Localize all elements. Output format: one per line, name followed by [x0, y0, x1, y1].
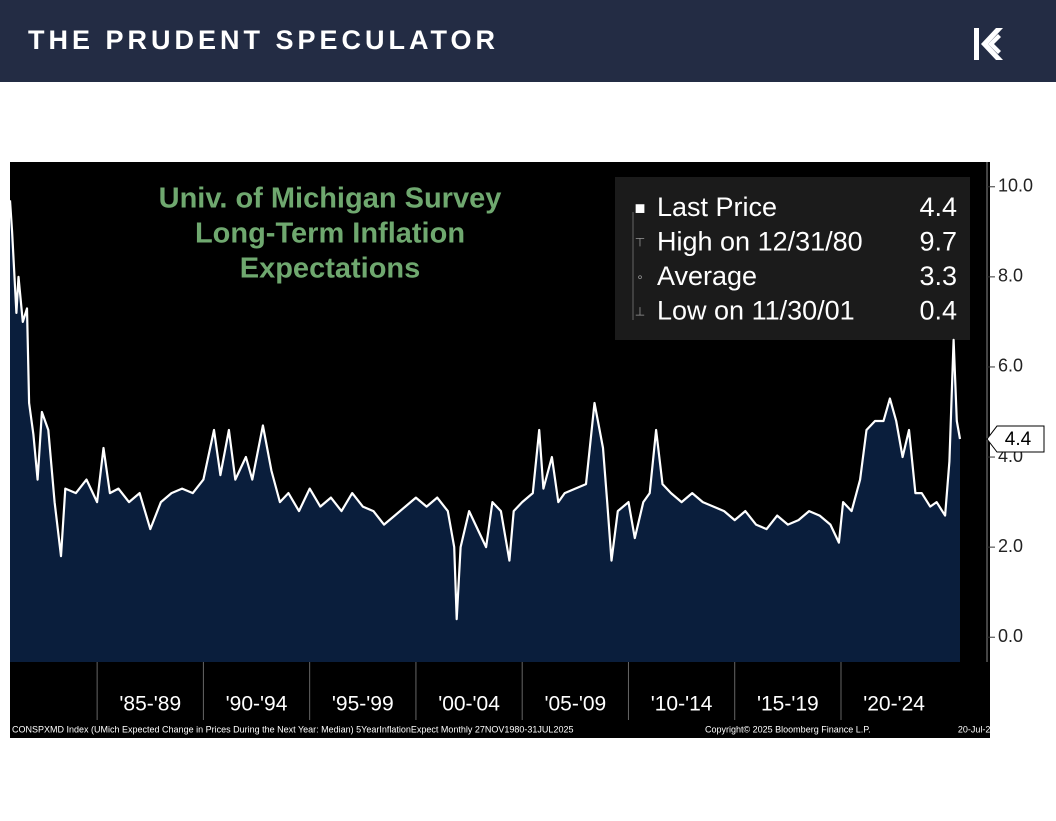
x-tick-label: '00-'04: [438, 693, 500, 716]
y-tick-label: 2.0: [998, 536, 1023, 556]
legend-box: [615, 177, 970, 340]
legend-value: 0.4: [919, 296, 957, 326]
legend-label: Average: [657, 261, 757, 291]
logo: [974, 28, 1003, 60]
legend-icon: ⊥: [635, 305, 645, 319]
legend-icon: ■: [635, 198, 646, 218]
footnote: Copyright© 2025 Bloomberg Finance L.P.: [705, 724, 871, 734]
y-tick-label: 0.0: [998, 626, 1023, 646]
legend-label: Low on 11/30/01: [657, 296, 855, 326]
legend-icon: ⊤: [635, 236, 645, 250]
axis-background: [990, 162, 1046, 662]
footnote: 20-Jul-2025 12:25:38: [958, 724, 1043, 734]
x-tick-label: '05-'09: [544, 693, 606, 716]
legend-label: High on 12/31/80: [657, 227, 863, 257]
header-bar: [0, 0, 1056, 82]
y-tick-label: 6.0: [998, 356, 1023, 376]
area-fill: [10, 200, 960, 663]
legend-value: 3.3: [919, 261, 957, 291]
x-tick-label: '95-'99: [332, 693, 394, 716]
y-tick-label: 10.0: [998, 176, 1033, 196]
last-value-tag: [986, 425, 1045, 453]
line: [8, 200, 962, 621]
chart-title: Long-Term Inflation: [195, 218, 465, 250]
header-title: THE PRUDENT SPECULATOR: [28, 25, 499, 55]
last-value-label: 4.4: [1005, 429, 1032, 450]
legend-value: 9.7: [919, 227, 957, 257]
legend-label: Last Price: [657, 192, 777, 222]
x-tick-label: '20-'24: [863, 693, 925, 716]
legend-value: 4.4: [919, 192, 957, 222]
footnote: CONSPXMD Index (UMich Expected Change in…: [12, 724, 573, 734]
x-tick-label: '90-'94: [226, 693, 288, 716]
legend-icon: ∘: [636, 270, 644, 284]
y-tick-label: 8.0: [998, 266, 1023, 286]
x-tick-label: '10-'14: [651, 693, 713, 716]
x-tick-label: '85-'89: [119, 693, 181, 716]
chart-title: Expectations: [240, 253, 421, 285]
chart-title: Univ. of Michigan Survey: [159, 183, 502, 215]
x-tick-label: '15-'19: [757, 693, 819, 716]
